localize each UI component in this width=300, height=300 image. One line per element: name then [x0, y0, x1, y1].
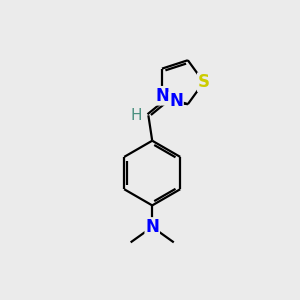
- Text: S: S: [198, 73, 210, 91]
- Text: N: N: [169, 92, 183, 110]
- Text: N: N: [145, 218, 159, 236]
- Text: H: H: [131, 108, 142, 123]
- Text: N: N: [155, 87, 169, 105]
